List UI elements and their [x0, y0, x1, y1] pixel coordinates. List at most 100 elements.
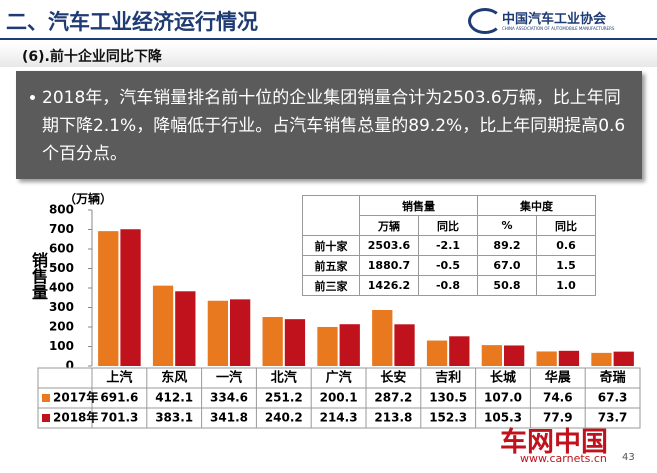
y-tick-label: 700 — [49, 222, 74, 236]
bar — [207, 300, 228, 366]
table-cell: 同比 — [418, 215, 478, 236]
table-row: 前三家 1426.2 -0.8 50.8 1.0 — [302, 275, 596, 296]
table-cell: -0.5 — [418, 255, 478, 276]
table-cell: 集中度 — [477, 195, 596, 216]
legend-label: 2018年 — [53, 410, 98, 425]
bar — [152, 285, 174, 366]
watermark-name: 车网中国 — [500, 427, 608, 458]
bar — [284, 319, 306, 366]
header-rule — [0, 38, 657, 40]
table-cell: % — [477, 215, 537, 236]
x-tick-label: 长安 — [380, 370, 406, 386]
value-label: 701.3 — [100, 411, 138, 425]
bar — [394, 324, 415, 366]
table-row: 前五家 1880.7 -0.5 67.0 1.5 — [302, 255, 596, 276]
table-cell: 0.6 — [536, 235, 596, 256]
table-cell: 前十家 — [302, 235, 360, 256]
value-label: 412.1 — [155, 391, 193, 405]
bullet — [30, 95, 35, 100]
x-tick-label: 吉利 — [435, 370, 461, 386]
value-label: 105.3 — [484, 411, 522, 425]
logo-subtitle: CHINA ASSOCIATION OF AUTOMOBILE MANUFACT… — [502, 26, 615, 31]
bar — [558, 350, 580, 366]
x-tick-label: 奇瑞 — [600, 370, 626, 386]
y-tick-label: 0 — [66, 359, 74, 373]
x-tick-label: 广汽 — [326, 370, 352, 386]
value-label: 334.6 — [210, 391, 248, 405]
table-row: 前十家 2503.6 -2.1 89.2 0.6 — [302, 235, 596, 256]
table-cell: 前三家 — [302, 275, 360, 296]
y-tick-label: 300 — [49, 300, 74, 314]
table-cell: 89.2 — [477, 235, 537, 256]
value-label: 77.9 — [543, 411, 573, 425]
y-tick-label: 800 — [49, 203, 74, 217]
value-label: 200.1 — [320, 391, 358, 405]
value-label: 287.2 — [374, 391, 412, 405]
bar — [613, 351, 634, 366]
page-number: 43 — [622, 452, 635, 463]
unit-label: （万辆） — [64, 192, 113, 206]
value-label: 341.8 — [210, 411, 248, 425]
table-cell: 同比 — [536, 215, 596, 236]
y-tick-label: 100 — [49, 339, 74, 353]
logo-mark — [468, 8, 502, 34]
legend-label: 2017年 — [53, 390, 98, 405]
table-cell: -0.8 — [418, 275, 478, 296]
bar — [175, 291, 196, 366]
table-cell: 1.5 — [536, 255, 596, 276]
y-tick-label: 500 — [49, 261, 74, 275]
table-cell: 前五家 — [302, 255, 360, 276]
bar — [504, 345, 525, 366]
value-label: 383.1 — [155, 411, 193, 425]
table-row: 销售量 集中度 — [302, 195, 596, 236]
table-cell: -2.1 — [418, 235, 478, 256]
value-label: 213.8 — [374, 411, 412, 425]
table-cell: 1.0 — [536, 275, 596, 296]
bar — [317, 326, 338, 366]
bar — [536, 351, 557, 366]
bar — [481, 345, 502, 366]
bar — [98, 231, 119, 366]
summary-box — [16, 71, 642, 179]
table-cell: 1880.7 — [359, 255, 419, 276]
bar — [372, 309, 393, 366]
value-label: 691.6 — [100, 391, 138, 405]
y-axis-label: 销售量 — [29, 252, 48, 300]
table-cell: 2503.6 — [359, 235, 419, 256]
x-tick-label: 长城 — [490, 370, 516, 386]
legend-swatch — [42, 414, 50, 422]
summary-text: 2018年，汽车销量排名前十位的企业集团销量合计为2503.6万辆，比上年同期下… — [42, 88, 626, 164]
value-label: 152.3 — [429, 411, 467, 425]
value-label: 240.2 — [265, 411, 303, 425]
bar — [230, 299, 251, 366]
y-tick-label: 200 — [49, 320, 74, 334]
watermark-url: www.carnets.cn — [520, 452, 607, 465]
x-tick-label: 一汽 — [216, 370, 242, 386]
bar — [591, 352, 612, 366]
table-cell: 万辆 — [359, 215, 419, 236]
y-tick-label: 600 — [49, 242, 74, 256]
value-label: 73.7 — [598, 411, 628, 425]
table-cell: 50.8 — [477, 275, 537, 296]
value-label: 130.5 — [429, 391, 467, 405]
section-title: (6).前十企业同比下降 — [22, 49, 162, 65]
x-tick-label: 北汽 — [271, 370, 297, 386]
table-cell: 67.0 — [477, 255, 537, 276]
section-bar — [0, 43, 657, 67]
bar — [426, 340, 448, 366]
x-tick-label: 东风 — [161, 370, 187, 386]
legend-swatch — [42, 394, 50, 402]
value-label: 107.0 — [484, 391, 522, 405]
x-tick-label: 上汽 — [106, 370, 132, 386]
x-tick-label: 华晨 — [545, 370, 572, 386]
bar — [262, 317, 283, 366]
table-cell — [302, 195, 360, 236]
summary-table: 销售量 集中度 万辆 同比% 同比 前十家 2503.6 -2.1 89.2 0.6 前五家 1880… — [302, 195, 596, 296]
data-table-bg — [37, 367, 641, 429]
bar — [449, 336, 470, 366]
table-cell: 销售量 — [359, 195, 478, 216]
value-label: 214.3 — [320, 411, 358, 425]
value-label: 74.6 — [543, 391, 573, 405]
